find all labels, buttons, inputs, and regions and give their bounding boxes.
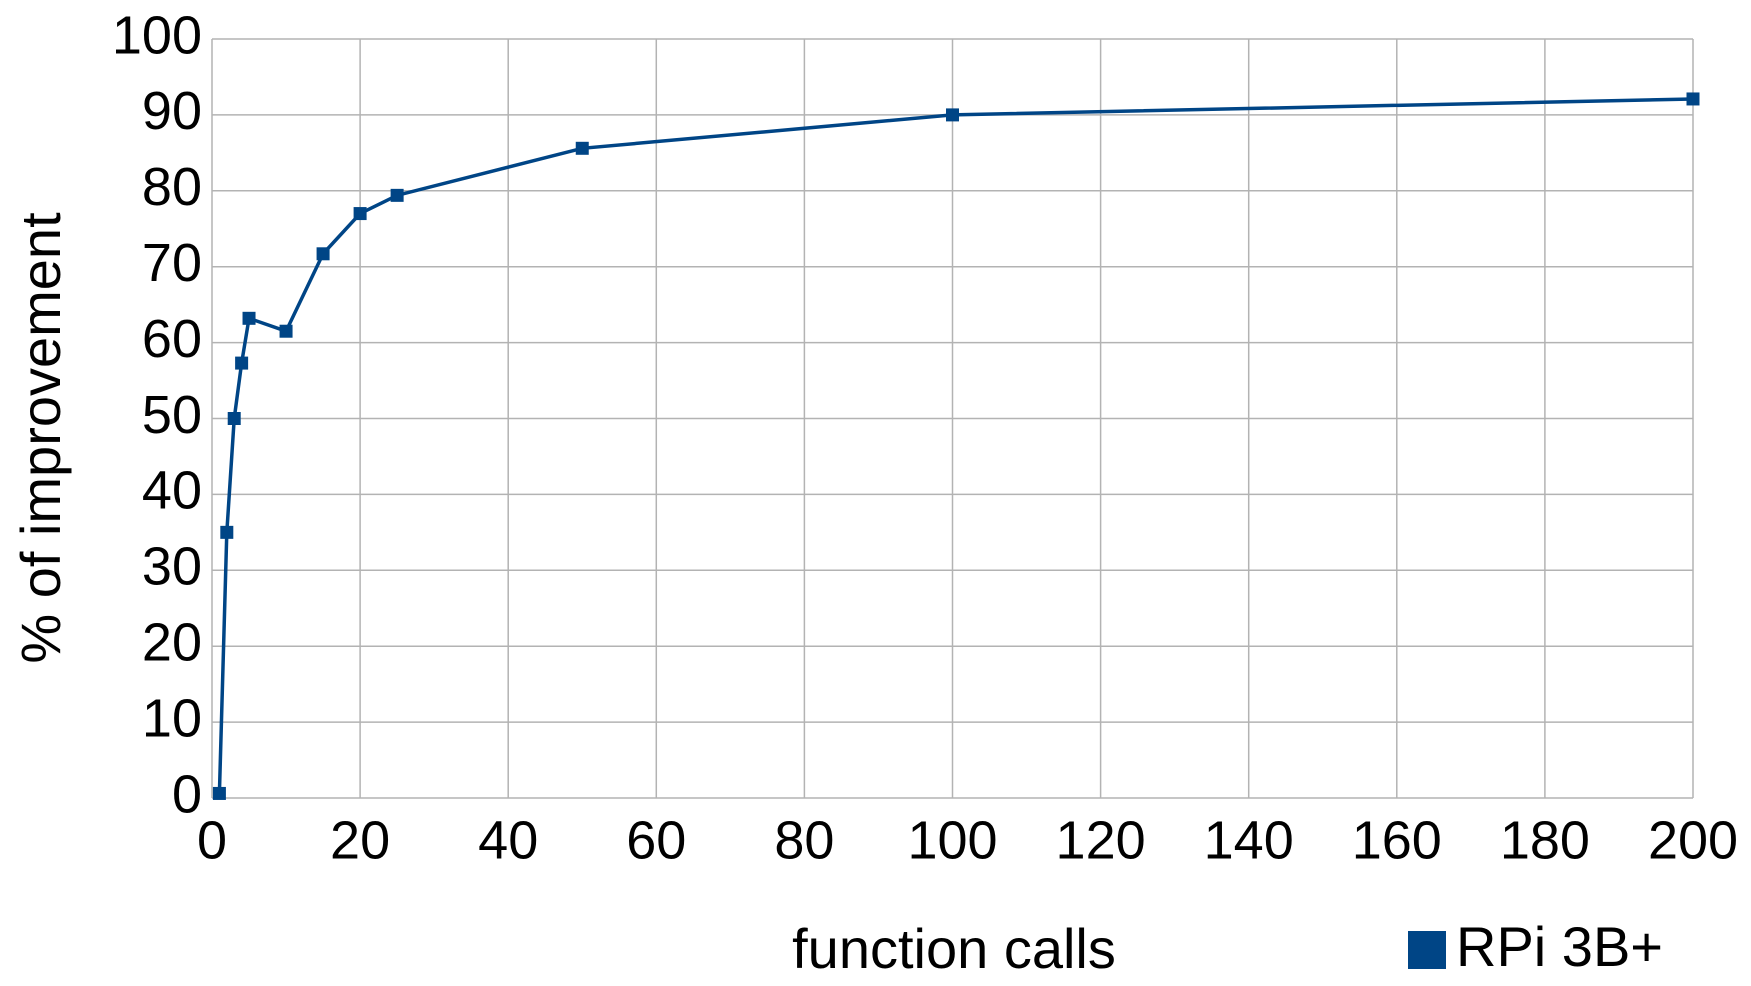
x-tick-label: 100 (907, 810, 997, 870)
legend-label: RPi 3B+ (1456, 915, 1663, 978)
marker (227, 412, 241, 425)
marker (220, 525, 234, 539)
legend-marker (1408, 931, 1446, 969)
x-axis-title: function calls (792, 917, 1116, 980)
y-tick-label: 80 (142, 157, 202, 217)
x-tick-label: 60 (626, 810, 686, 870)
marker (575, 141, 589, 155)
y-tick-label: 0 (172, 764, 202, 824)
y-tick-label: 10 (142, 688, 202, 748)
x-tick-label: 40 (478, 810, 538, 870)
marker (353, 207, 367, 221)
marker (390, 188, 404, 202)
x-tick-label: 0 (197, 810, 227, 870)
marker (212, 786, 226, 800)
y-tick-label: 70 (142, 233, 202, 293)
x-tick-label: 180 (1500, 810, 1590, 870)
marker (242, 311, 256, 325)
x-tick-label: 120 (1056, 810, 1146, 870)
x-tick-label: 80 (774, 810, 834, 870)
x-tick-label: 200 (1648, 810, 1738, 870)
x-tick-label: 140 (1204, 810, 1294, 870)
y-tick-label: 20 (142, 612, 202, 672)
marker (279, 324, 293, 338)
y-tick-label: 100 (112, 5, 202, 65)
y-tick-label: 50 (142, 385, 202, 445)
y-tick-label: 90 (142, 81, 202, 141)
y-tick-label: 60 (142, 309, 202, 369)
marker (946, 108, 959, 122)
line (217, 97, 1694, 794)
marker (1686, 92, 1700, 106)
y-axis-title: % of improvement (9, 212, 72, 664)
y-tick-label: 30 (142, 537, 202, 597)
y-tick-label: 40 (142, 461, 202, 521)
x-tick-label: 20 (330, 810, 390, 870)
marker (235, 356, 249, 370)
x-tick-label: 160 (1352, 810, 1442, 870)
marker (316, 247, 330, 261)
